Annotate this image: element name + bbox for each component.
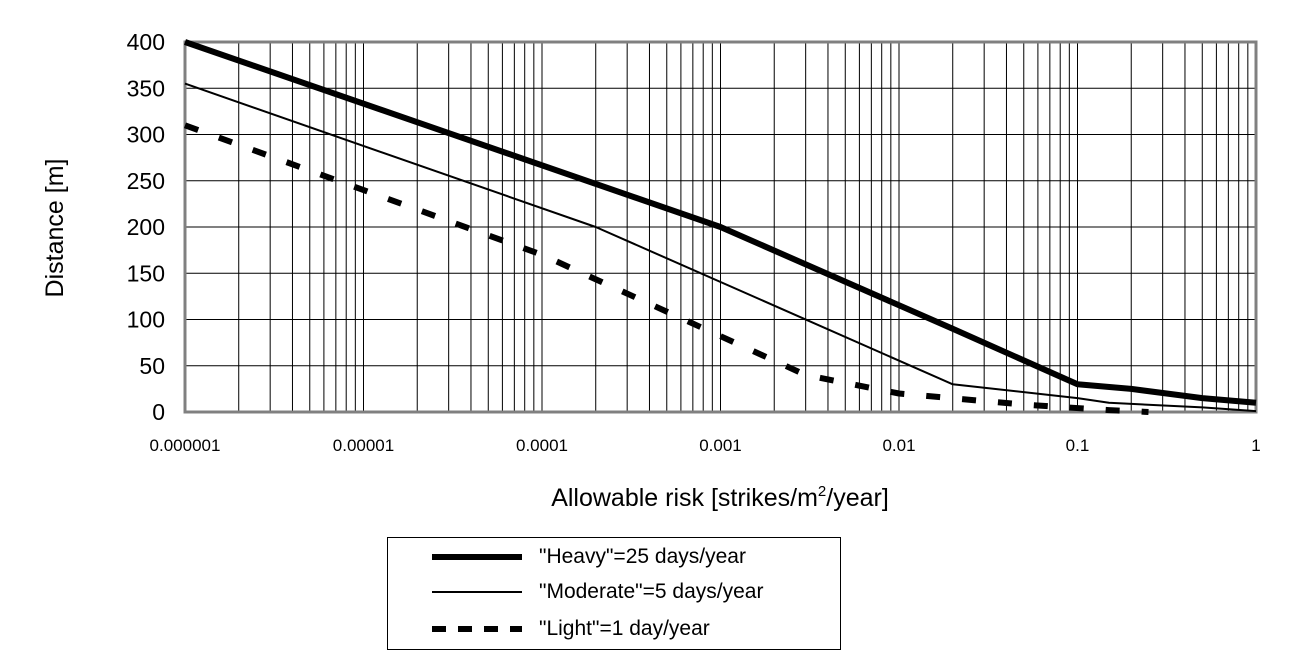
legend-item-moderate: "Moderate"=5 days/year [388, 578, 840, 608]
y-tick-label: 300 [127, 122, 165, 148]
y-tick-label: 50 [139, 353, 165, 379]
legend-item-heavy: "Heavy"=25 days/year [388, 543, 840, 573]
x-tick-label: 1 [1251, 436, 1260, 455]
y-tick-label: 0 [152, 399, 165, 425]
legend-label-moderate: "Moderate"=5 days/year [539, 580, 764, 603]
legend-item-light: "Light"=1 day/year [388, 615, 840, 645]
legend-label-light: "Light"=1 day/year [539, 617, 710, 640]
plot-frame [183, 40, 1258, 414]
x-tick-label: 0.1 [1066, 436, 1090, 455]
y-tick-label: 400 [127, 29, 165, 55]
series-line-heavy [184, 39, 1257, 406]
y-tick-label: 250 [127, 168, 165, 194]
legend-label-heavy: "Heavy"=25 days/year [539, 545, 746, 568]
y-axis-label: Distance [m] [41, 159, 69, 298]
x-axis-label-superscript: 2 [818, 483, 826, 500]
x-tick-label: 0.001 [699, 436, 742, 455]
series-layer [183, 39, 1257, 415]
x-axis-label-end: /year] [826, 484, 889, 512]
y-tick-label: 100 [127, 307, 165, 333]
x-tick-labels: 0.000001 0.00001 0.0001 0.001 0.01 0.1 1 [150, 436, 1261, 455]
x-axis-label-main: Allowable risk [strikes/m [551, 484, 818, 512]
legend-swatch-moderate [432, 591, 522, 593]
y-tick-label: 200 [127, 214, 165, 240]
x-tick-label: 0.000001 [150, 436, 221, 455]
x-tick-label: 0.01 [882, 436, 915, 455]
x-axis-label: Allowable risk [strikes/m2/year] [551, 483, 889, 512]
series-line-light [183, 122, 1149, 415]
y-tick-label: 350 [127, 75, 165, 101]
y-tick-label: 150 [127, 260, 165, 286]
legend-swatch-heavy [432, 554, 522, 560]
series-line-moderate [184, 82, 1257, 413]
y-tick-labels: 0 50 100 150 200 250 300 350 400 [127, 29, 165, 425]
legend-swatch-light [432, 626, 522, 632]
grid [184, 41, 1256, 413]
legend: "Heavy"=25 days/year "Moderate"=5 days/y… [387, 537, 841, 650]
x-tick-label: 0.0001 [516, 436, 568, 455]
x-tick-label: 0.00001 [333, 436, 394, 455]
